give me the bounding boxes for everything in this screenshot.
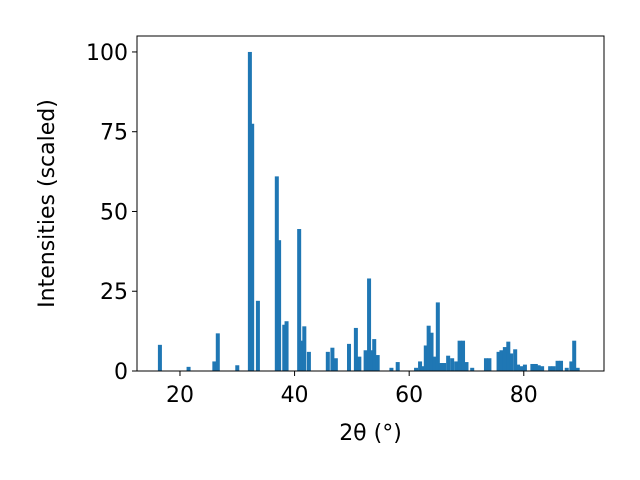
bar	[536, 365, 541, 371]
bar	[540, 366, 545, 371]
bar	[215, 333, 220, 371]
bar	[509, 353, 514, 371]
bar	[369, 350, 374, 371]
bar	[157, 344, 162, 371]
bar	[551, 366, 556, 371]
bar	[470, 367, 475, 371]
bar	[423, 345, 428, 371]
bar	[461, 340, 466, 371]
x-tick-label: 40	[281, 383, 309, 408]
bar	[483, 358, 488, 371]
bar	[302, 326, 307, 371]
bar	[367, 278, 372, 371]
bar	[255, 300, 260, 371]
bars-group	[157, 51, 580, 372]
bar	[347, 343, 352, 371]
bar	[519, 366, 524, 371]
bar	[235, 365, 240, 371]
bar	[522, 364, 527, 371]
bar	[555, 360, 560, 371]
bar	[569, 361, 574, 371]
y-tick-label: 100	[86, 41, 128, 66]
y-axis-ticks: 0 25 50 75 100	[86, 41, 137, 385]
plot-frame	[136, 35, 605, 372]
bar	[487, 358, 492, 371]
bar	[450, 358, 455, 371]
bar	[333, 358, 338, 371]
bar	[250, 123, 255, 372]
y-axis-label: Intensities (scaled)	[35, 99, 60, 308]
bar	[414, 367, 419, 371]
bar	[389, 367, 394, 371]
bar	[454, 361, 459, 371]
bar	[442, 363, 447, 371]
bar	[530, 363, 535, 371]
y-tick-label: 25	[100, 280, 128, 305]
bar	[564, 367, 569, 371]
y-tick-label: 50	[100, 200, 128, 225]
bar	[533, 363, 538, 371]
bar	[186, 366, 191, 371]
bar	[438, 363, 443, 371]
bar	[363, 350, 368, 371]
bar	[277, 240, 282, 371]
bar	[284, 321, 289, 371]
bar	[306, 351, 311, 371]
bar	[446, 355, 451, 371]
bar	[506, 341, 511, 371]
bar	[429, 332, 434, 371]
bar	[499, 350, 504, 371]
x-axis-ticks: 20 40 60 80	[166, 371, 538, 408]
bar	[299, 340, 304, 371]
bar	[457, 340, 462, 371]
x-axis-label: 2θ (°)	[339, 421, 402, 446]
x-tick-label: 20	[166, 383, 194, 408]
bar	[502, 347, 507, 371]
bar	[395, 362, 400, 371]
bar	[325, 351, 330, 371]
bar	[247, 51, 252, 371]
bar	[330, 347, 335, 371]
bar	[375, 355, 380, 371]
bar	[435, 302, 440, 371]
bar	[572, 340, 577, 371]
bar	[420, 366, 425, 371]
bar	[357, 356, 362, 371]
bar	[496, 351, 501, 371]
bar	[516, 364, 521, 371]
bar	[274, 176, 279, 371]
bar	[548, 366, 553, 371]
bar	[426, 325, 431, 371]
y-tick-label: 0	[114, 360, 128, 385]
bar	[513, 349, 518, 371]
bar	[432, 356, 437, 371]
bar	[464, 362, 469, 371]
bar	[418, 361, 423, 371]
bar	[297, 229, 302, 371]
bar	[282, 324, 287, 371]
bar	[575, 367, 580, 371]
x-tick-label: 60	[395, 383, 423, 408]
bar	[353, 327, 358, 371]
bar	[559, 360, 564, 371]
bar	[212, 361, 217, 371]
x-tick-label: 80	[510, 383, 538, 408]
y-tick-label: 75	[100, 121, 128, 146]
bar	[372, 339, 377, 371]
